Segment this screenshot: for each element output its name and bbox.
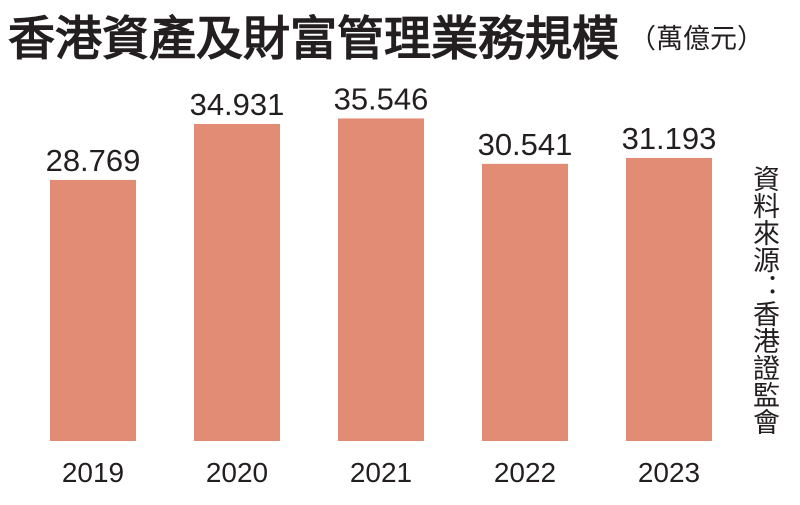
bar-2023 [626,157,712,441]
value-label-2021: 35.546 [334,81,429,116]
bar-2020 [194,124,280,441]
x-tick-label-2023: 2023 [638,457,700,488]
bar-2022 [482,163,568,441]
bar-2019 [50,179,136,441]
source-note: 資料來源：香港證監會 [748,165,779,435]
x-tick-label-2019: 2019 [62,457,124,488]
value-label-2020: 34.931 [190,87,285,122]
bar-2021 [338,118,424,442]
chart-title: 香港資產及財富管理業務規模 [8,11,619,67]
value-label-2022: 30.541 [478,127,573,162]
x-tick-label-2020: 2020 [206,457,268,488]
value-label-2023: 31.193 [622,121,717,156]
x-tick-label-2021: 2021 [350,457,412,488]
title-row: 香港資產及財富管理業務規模 （萬億元） [8,4,764,74]
value-label-2019: 28.769 [46,143,141,178]
bars-layer [50,118,712,442]
x-tick-label-2022: 2022 [494,457,556,488]
tick-labels-layer: 2019 2020 2021 2022 2023 [62,457,700,488]
value-labels-layer: 28.769 34.931 35.546 30.541 31.193 [46,81,717,177]
unit-label: （萬億元） [629,23,764,55]
